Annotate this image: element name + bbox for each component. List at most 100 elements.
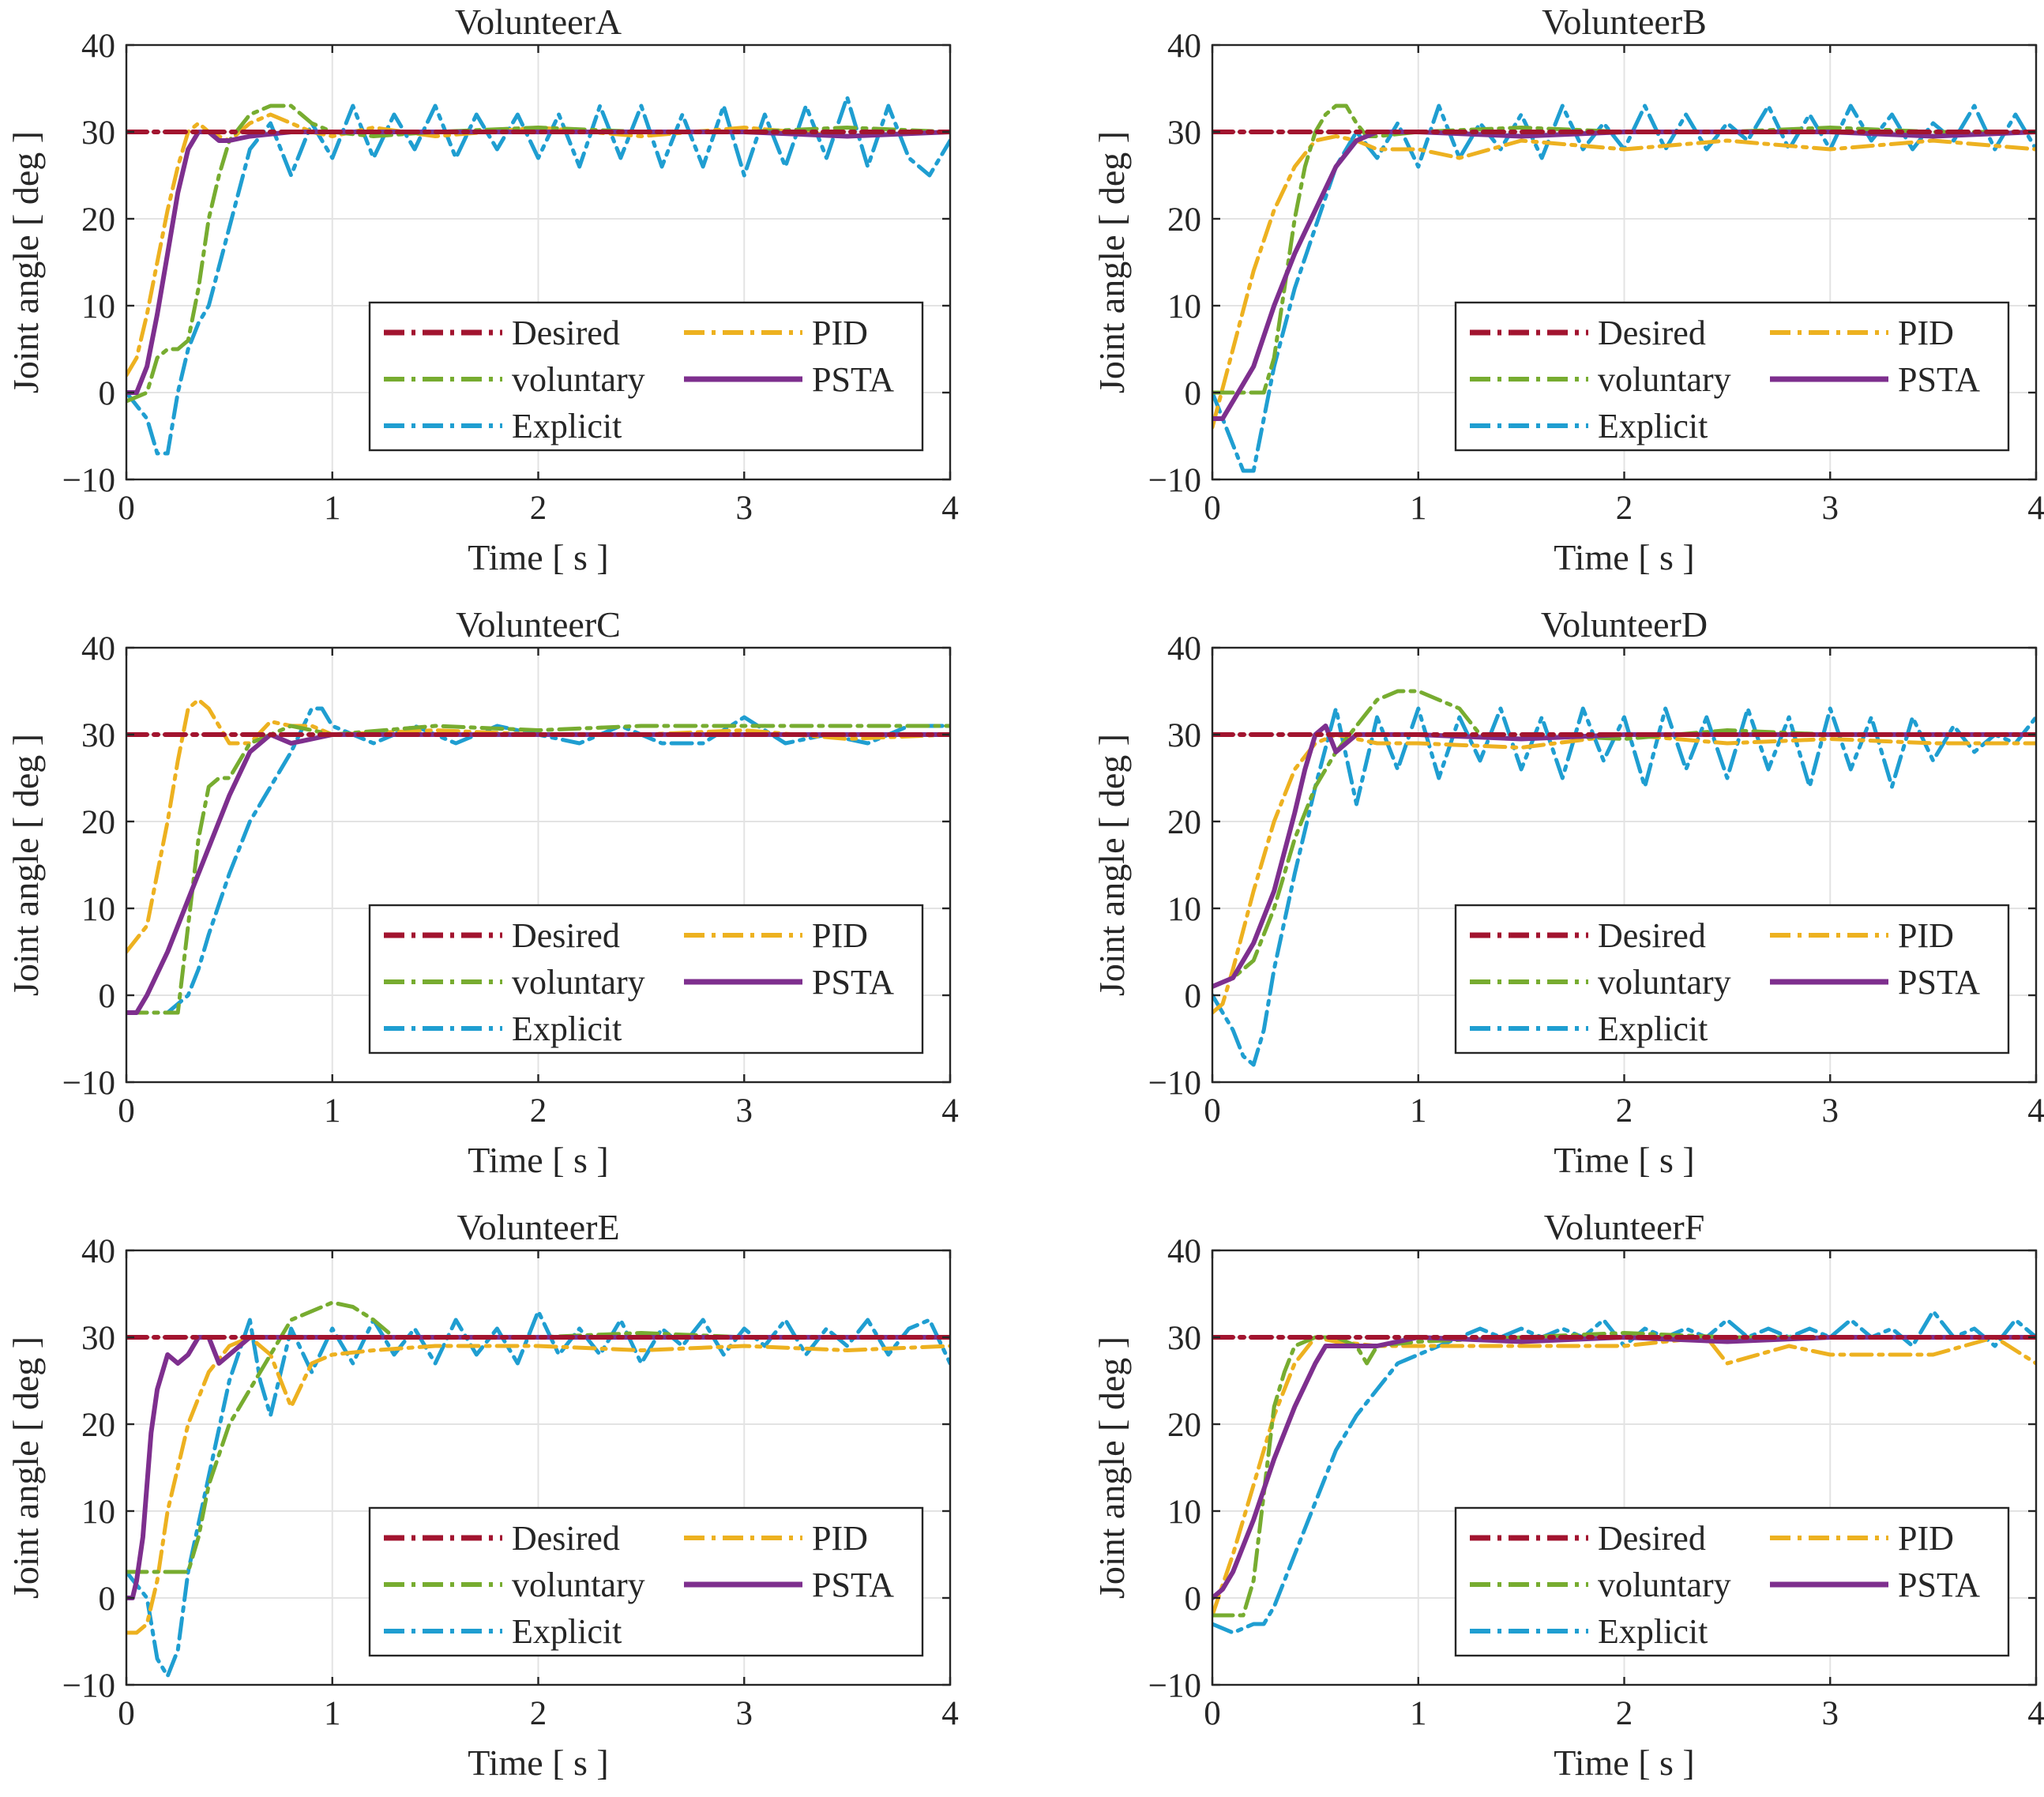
chart-2-ytick-label: −10 — [62, 1065, 115, 1102]
chart-4-legend-label-desired: Desired — [512, 1519, 620, 1558]
chart-4-ytick-label: 30 — [81, 1320, 115, 1357]
chart-0-legend-label-pid: PID — [812, 314, 868, 352]
chart-3-series — [1212, 689, 2036, 1067]
chart-1-legend-label-voluntary: voluntary — [1598, 360, 1731, 399]
chart-1-xtick-label: 2 — [1616, 490, 1633, 527]
chart-1-xtick-label: 3 — [1822, 490, 1839, 527]
chart-5-ytick-label: 0 — [1185, 1581, 1202, 1618]
chart-2-legend-label-explicit: Explicit — [512, 1009, 622, 1048]
chart-2-line-voluntary — [126, 724, 950, 1015]
chart-4-legend-label-pid: PID — [812, 1519, 868, 1558]
chart-4-legend-label-explicit: Explicit — [512, 1612, 622, 1651]
chart-1-title: VolunteerB — [1542, 2, 1707, 42]
chart-3-xtick-label: 1 — [1410, 1092, 1427, 1130]
chart-1-legend-label-pid: PID — [1898, 314, 1954, 352]
chart-1-series — [1212, 103, 2036, 473]
chart-4-ytick-label: 40 — [81, 1233, 115, 1270]
chart-5-ytick-label: 40 — [1167, 1233, 1201, 1270]
chart-0-ytick-label: −10 — [62, 462, 115, 499]
chart-2-ylabel: Joint angle [ deg ] — [6, 734, 46, 996]
chart-4-ytick-label: 20 — [81, 1407, 115, 1444]
chart-2-legend-label-pid: PID — [812, 916, 868, 955]
chart-4-xtick-label: 3 — [736, 1695, 753, 1732]
chart-5-xtick-label: 1 — [1410, 1695, 1427, 1732]
chart-3-ylabel: Joint angle [ deg ] — [1092, 734, 1132, 996]
chart-0-title: VolunteerA — [455, 2, 622, 42]
chart-4-ylabel: Joint angle [ deg ] — [6, 1336, 46, 1599]
chart-1-ytick-label: 40 — [1167, 28, 1201, 65]
chart-0-legend-label-desired: Desired — [512, 314, 620, 352]
chart-1-xtick-label: 0 — [1204, 490, 1221, 527]
chart-5-title: VolunteerF — [1544, 1207, 1705, 1247]
chart-3-xtick-label: 0 — [1204, 1092, 1221, 1130]
chart-2-legend-label-psta: PSTA — [812, 963, 894, 1002]
chart-0-ytick-label: 0 — [99, 375, 116, 412]
chart-3-legend-label-pid: PID — [1898, 916, 1954, 955]
chart-2-legend-label-desired: Desired — [512, 916, 620, 955]
chart-5-ytick-label: 10 — [1167, 1494, 1201, 1531]
chart-4-ytick-label: −10 — [62, 1667, 115, 1705]
chart-1-legend-label-psta: PSTA — [1898, 360, 1980, 399]
chart-2-legend: Desired PID voluntary PSTA Explicit — [368, 904, 924, 1055]
chart-5-legend-label-psta: PSTA — [1898, 1566, 1980, 1604]
chart-5-ylabel: Joint angle [ deg ] — [1092, 1336, 1132, 1599]
chart-3-ytick-label: 20 — [1167, 804, 1201, 841]
chart-0-legend-label-voluntary: voluntary — [512, 360, 645, 399]
chart-4-xtick-label: 4 — [941, 1695, 959, 1732]
chart-2-xtick-label: 2 — [530, 1092, 547, 1130]
chart-4-xtick-label: 1 — [324, 1695, 341, 1732]
chart-4-ytick-label: 0 — [99, 1581, 116, 1618]
chart-1-xtick-label: 1 — [1410, 490, 1427, 527]
chart-3-ytick-label: 10 — [1167, 891, 1201, 928]
chart-2-xtick-label: 1 — [324, 1092, 341, 1130]
chart-4-series — [126, 1300, 950, 1679]
chart-4-line-pid — [126, 1335, 950, 1635]
chart-5-xtick-label: 3 — [1822, 1695, 1839, 1732]
chart-0-xtick-label: 3 — [736, 490, 753, 527]
chart-0-xtick-label: 4 — [941, 490, 959, 527]
chart-2-xtick-label: 4 — [941, 1092, 959, 1130]
chart-3-legend-label-voluntary: voluntary — [1598, 963, 1731, 1002]
chart-5-ytick-label: −10 — [1148, 1667, 1201, 1705]
chart-3-legend-label-explicit: Explicit — [1598, 1009, 1708, 1048]
chart-5-ytick-label: 30 — [1167, 1320, 1201, 1357]
chart-1-legend-label-explicit: Explicit — [1598, 407, 1708, 445]
chart-2-ytick-label: 40 — [81, 630, 115, 667]
chart-5-legend-label-voluntary: voluntary — [1598, 1566, 1731, 1604]
chart-3-ytick-label: 30 — [1167, 717, 1201, 754]
chart-4-ytick-label: 10 — [81, 1494, 115, 1531]
chart-1-ytick-label: −10 — [1148, 462, 1201, 499]
chart-3-legend-label-desired: Desired — [1598, 916, 1706, 955]
chart-4-legend-label-psta: PSTA — [812, 1566, 894, 1604]
chart-2-ytick-label: 0 — [99, 978, 116, 1015]
chart-5-xtick-label: 2 — [1616, 1695, 1633, 1732]
chart-5-line-psta — [1212, 1335, 2036, 1600]
chart-0-legend: Desired PID voluntary PSTA Explicit — [368, 301, 924, 452]
chart-3-line-voluntary — [1212, 689, 2036, 989]
chart-4-legend: Desired PID voluntary PSTA Explicit — [368, 1506, 924, 1657]
chart-3-xtick-label: 2 — [1616, 1092, 1633, 1130]
chart-2-ytick-label: 30 — [81, 717, 115, 754]
chart-0-xtick-label: 0 — [118, 490, 135, 527]
chart-5-xtick-label: 0 — [1204, 1695, 1221, 1732]
chart-2-xtick-label: 3 — [736, 1092, 753, 1130]
chart-5-legend: Desired PID voluntary PSTA Explicit — [1454, 1506, 2010, 1657]
chart-4-legend-label-voluntary: voluntary — [512, 1566, 645, 1604]
chart-0-ytick-label: 20 — [81, 201, 115, 239]
chart-5-series — [1212, 1309, 2036, 1635]
chart-2-ytick-label: 20 — [81, 804, 115, 841]
chart-5-xlabel: Time [ s ] — [1554, 1742, 1695, 1783]
chart-4-xlabel: Time [ s ] — [468, 1742, 609, 1783]
chart-0-ytick-label: 40 — [81, 28, 115, 65]
chart-5-legend-label-explicit: Explicit — [1598, 1612, 1708, 1651]
chart-3-ytick-label: 40 — [1167, 630, 1201, 667]
chart-2-series — [126, 697, 950, 1015]
chart-1-ylabel: Joint angle [ deg ] — [1092, 131, 1132, 393]
chart-0-ytick-label: 30 — [81, 115, 115, 152]
chart-1-line-explicit — [1212, 103, 2036, 473]
